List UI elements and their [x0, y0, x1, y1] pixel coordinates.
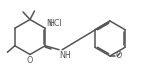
Text: N: N	[46, 19, 52, 28]
Text: NH: NH	[59, 51, 71, 60]
Text: O: O	[116, 52, 122, 61]
Text: O: O	[27, 56, 33, 65]
Text: HCl: HCl	[48, 19, 61, 28]
